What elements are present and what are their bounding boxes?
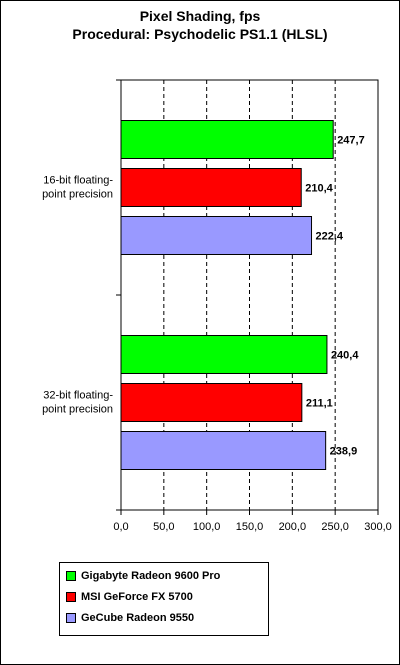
data-label: 222,4: [316, 231, 344, 243]
legend-label-gigabyte: Gigabyte Radeon 9600 Pro: [81, 570, 221, 582]
legend-swatch-gecube: [66, 613, 76, 623]
bar: [120, 216, 313, 255]
bar: [120, 383, 303, 422]
bar: [120, 335, 328, 374]
x-tick-label: 200,0: [279, 521, 307, 533]
legend-item-gecube: GeCube Radeon 9550: [66, 611, 194, 625]
data-label: 247,7: [337, 135, 365, 147]
category-label: 16-bit floating-: [43, 175, 113, 187]
category-label: point precision: [42, 404, 113, 416]
x-tick-label: 0,0: [113, 521, 128, 533]
category-label: point precision: [42, 189, 113, 201]
x-tick-label: 250,0: [321, 521, 349, 533]
data-label: 240,4: [331, 350, 359, 362]
bar: [120, 431, 327, 470]
chart-title: Pixel Shading, fps: [139, 8, 261, 24]
bar: [120, 120, 334, 159]
legend-item-msi: MSI GeForce FX 5700: [66, 590, 193, 604]
legend-swatch-gigabyte: [66, 571, 76, 581]
data-label: 211,1: [306, 398, 333, 410]
x-tick-label: 100,0: [193, 521, 221, 533]
category-label: 32-bit floating-: [43, 390, 113, 402]
legend-item-gigabyte: Gigabyte Radeon 9600 Pro: [66, 569, 220, 583]
data-label: 210,4: [305, 183, 333, 195]
data-label: 238,9: [330, 446, 358, 458]
legend: Gigabyte Radeon 9600 Pro MSI GeForce FX …: [59, 562, 269, 636]
chart-subtitle: Procedural: Psychodelic PS1.1 (HLSL): [72, 26, 328, 42]
x-tick-label: 150,0: [236, 521, 264, 533]
legend-label-gecube: GeCube Radeon 9550: [81, 612, 195, 624]
legend-swatch-msi: [66, 592, 76, 602]
x-tick-label: 300,0: [364, 521, 392, 533]
legend-label-msi: MSI GeForce FX 5700: [81, 591, 193, 603]
x-tick-label: 50,0: [153, 521, 174, 533]
bar: [120, 168, 302, 207]
